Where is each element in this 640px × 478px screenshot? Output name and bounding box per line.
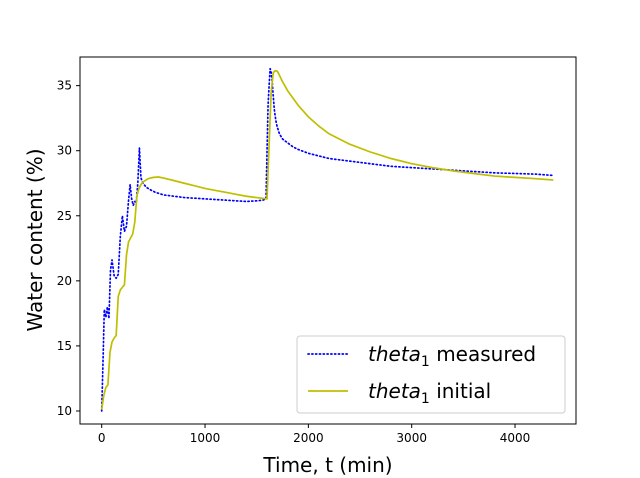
plot-frame xyxy=(79,56,577,425)
legend-label-suffix: measured xyxy=(430,342,536,366)
x-tick-label: 2000 xyxy=(293,431,324,445)
x-tick-label: 3000 xyxy=(396,431,427,445)
legend-label-main: theta xyxy=(368,342,421,366)
y-tick-label: 10 xyxy=(57,404,72,418)
y-tick-label: 30 xyxy=(57,144,72,158)
series-line-2 xyxy=(100,69,554,410)
ticks-layer: 0 1000 2000 3000 4000 10 15 20 25 30 35 xyxy=(57,79,531,445)
y-tick-label: 25 xyxy=(57,209,72,223)
x-tick-label: 1000 xyxy=(190,431,221,445)
legend-label-suffix: initial xyxy=(430,379,491,403)
legend-box xyxy=(296,335,566,414)
legend-label-1: theta1 measured xyxy=(368,342,536,370)
legend-label-2: theta1 initial xyxy=(368,379,491,407)
legend-label-sub: 1 xyxy=(421,391,430,407)
y-tick-label: 15 xyxy=(57,339,72,353)
legend-label-main: theta xyxy=(368,379,421,403)
y-axis-label: Water content (%) xyxy=(23,148,47,331)
y-tick-label: 35 xyxy=(57,79,72,93)
legend-label-sub: 1 xyxy=(421,354,430,370)
series-line-1 xyxy=(100,67,555,412)
series-layer xyxy=(100,67,555,412)
x-tick-label: 4000 xyxy=(500,431,531,445)
y-tick-label: 20 xyxy=(57,274,72,288)
x-axis-label: Time, t (min) xyxy=(262,453,392,477)
x-tick-label: 0 xyxy=(98,431,106,445)
